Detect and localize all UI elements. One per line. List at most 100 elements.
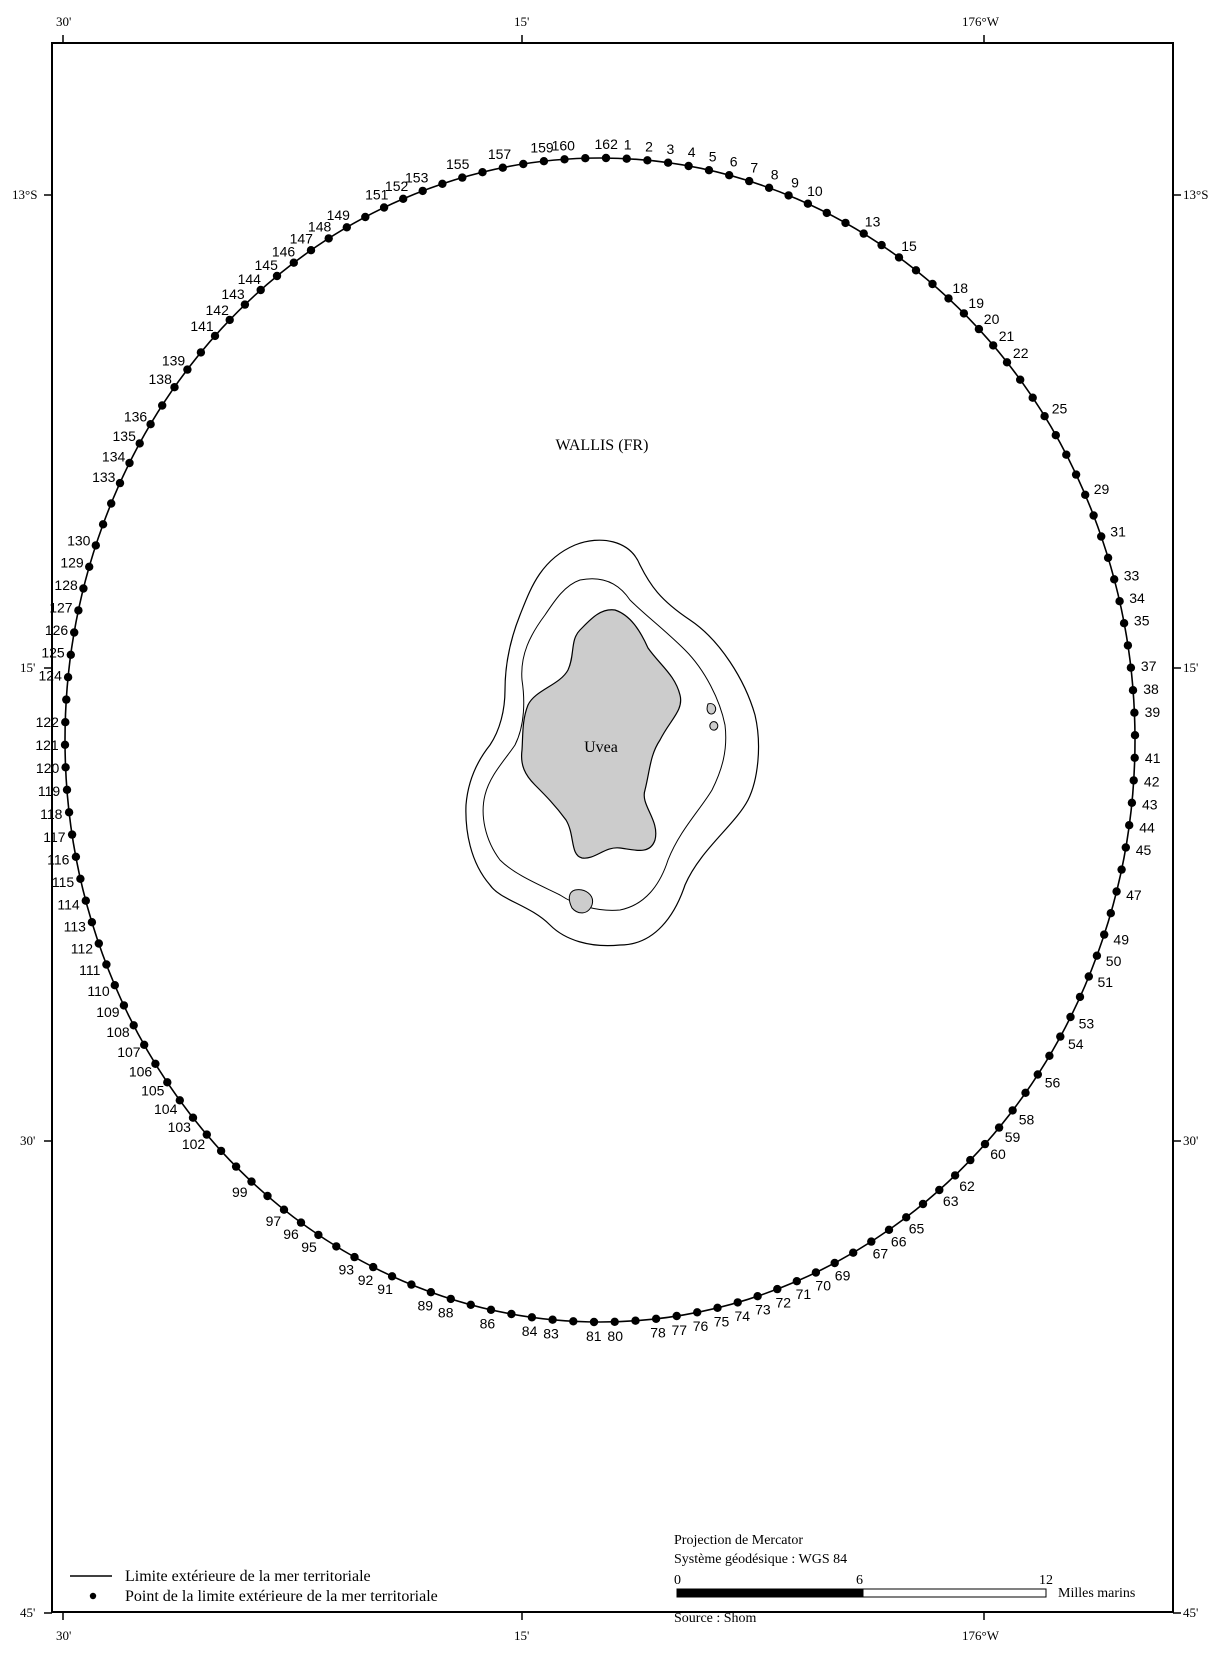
source-text: Source : Shom: [674, 1611, 757, 1626]
boundary-point-81: [589, 1317, 599, 1327]
right-latitude-ticks: 13°S 15' 30' 45': [1173, 187, 1208, 1620]
top-tick-label-176w: 176°W: [962, 14, 1000, 29]
boundary-point-16: [911, 266, 921, 275]
boundary-point-label-128: 128: [54, 577, 78, 593]
bottom-tick-label-30: 30': [56, 1628, 71, 1643]
boundary-point-104: [175, 1096, 184, 1105]
boundary-point-6: [725, 171, 734, 180]
legend-point-label: Point de la limite extérieure de la mer …: [125, 1588, 438, 1605]
boundary-point-label-149: 149: [327, 207, 351, 223]
boundary-point-label-157: 157: [488, 146, 512, 162]
scale-bar-white: [862, 1588, 1047, 1598]
boundary-point-label-43: 43: [1142, 796, 1158, 812]
boundary-point-123: [62, 695, 71, 704]
boundary-point-label-151: 151: [365, 187, 389, 203]
boundary-point-147: [306, 246, 316, 255]
boundary-point-85: [507, 1309, 516, 1319]
boundary-point-label-74: 74: [735, 1308, 751, 1324]
boundary-point-label-92: 92: [358, 1272, 374, 1288]
boundary-point-label-148: 148: [308, 218, 332, 234]
uvea-islet-east-2: [709, 721, 719, 731]
boundary-point-label-70: 70: [815, 1277, 831, 1293]
boundary-point-label-38: 38: [1143, 681, 1159, 697]
boundary-point-46: [1117, 865, 1126, 874]
boundary-point-158: [519, 159, 528, 169]
boundary-point-35: [1119, 619, 1129, 628]
boundary-point-41: [1130, 753, 1139, 762]
boundary-point-117: [67, 830, 77, 839]
boundary-point-94: [332, 1242, 341, 1251]
boundary-point-40: [1130, 731, 1140, 740]
boundary-point-label-69: 69: [835, 1268, 851, 1284]
boundary-point-129: [85, 562, 94, 571]
boundary-point-105: [163, 1078, 172, 1087]
boundary-point-label-134: 134: [102, 448, 126, 464]
right-tick-label-13s: 13°S: [1183, 187, 1208, 202]
boundary-point-122: [61, 718, 70, 727]
boundary-point-label-63: 63: [943, 1193, 959, 1209]
boundary-point-label-84: 84: [522, 1323, 538, 1339]
boundary-point-label-1: 1: [624, 137, 632, 153]
boundary-point-label-78: 78: [650, 1325, 666, 1341]
boundary-point-label-71: 71: [796, 1286, 812, 1302]
boundary-point-21: [989, 341, 998, 350]
boundary-point-label-66: 66: [891, 1234, 907, 1250]
boundary-point-label-54: 54: [1068, 1036, 1084, 1052]
boundary-point-label-53: 53: [1079, 1016, 1095, 1032]
boundary-point-54: [1056, 1032, 1065, 1041]
boundary-point-label-8: 8: [771, 167, 779, 183]
boundary-point-label-102: 102: [182, 1136, 206, 1152]
boundary-point-label-144: 144: [238, 271, 262, 287]
boundary-point-138: [170, 383, 179, 392]
boundary-point-67: [867, 1237, 876, 1246]
boundary-point-136: [146, 420, 155, 429]
boundary-point-label-81: 81: [586, 1328, 602, 1344]
boundary-point-74: [733, 1298, 742, 1307]
boundary-point-32: [1103, 553, 1113, 562]
boundary-point-47: [1112, 887, 1121, 896]
boundary-point-label-25: 25: [1052, 400, 1068, 416]
boundary-point-62: [950, 1171, 960, 1180]
boundary-point-label-146: 146: [272, 243, 296, 259]
boundary-point-55: [1045, 1051, 1054, 1061]
boundary-point-121: [60, 740, 70, 749]
boundary-point-116: [71, 852, 81, 861]
boundary-point-115: [76, 874, 85, 883]
boundary-point-label-59: 59: [1005, 1129, 1021, 1145]
boundary-point-87: [466, 1300, 475, 1310]
scale-tick-6: 6: [856, 1573, 863, 1588]
boundary-point-label-73: 73: [755, 1302, 771, 1318]
boundary-point-label-143: 143: [221, 286, 245, 302]
boundary-point-159: [539, 157, 549, 166]
boundary-point-103: [188, 1113, 198, 1122]
boundary-point-30: [1089, 511, 1098, 520]
boundary-point-107: [140, 1040, 149, 1050]
boundary-point-33: [1110, 575, 1119, 584]
boundary-point-101: [216, 1146, 226, 1156]
boundary-point-110: [110, 981, 120, 990]
boundary-point-label-91: 91: [377, 1281, 393, 1297]
boundary-point-label-20: 20: [984, 311, 1000, 327]
boundary-point-36: [1123, 641, 1133, 650]
boundary-point-label-10: 10: [807, 183, 823, 199]
island-label: Uvea: [584, 739, 618, 756]
boundary-point-14: [877, 240, 886, 250]
boundary-point-label-93: 93: [339, 1262, 355, 1278]
boundary-point-label-130: 130: [67, 533, 91, 549]
boundary-point-label-62: 62: [959, 1178, 975, 1194]
boundary-point-111: [102, 960, 111, 969]
boundary-point-51: [1084, 972, 1094, 981]
boundary-point-label-110: 110: [87, 983, 110, 999]
boundary-point-5: [704, 166, 714, 175]
boundary-point-label-3: 3: [667, 141, 675, 157]
scale-unit: Milles marins: [1058, 1586, 1135, 1601]
boundary-point-149: [342, 223, 351, 232]
boundary-point-135: [135, 439, 144, 448]
boundary-point-125: [66, 650, 76, 659]
territorial-sea-boundary: [64, 157, 1136, 1323]
boundary-point-120: [61, 763, 70, 772]
boundary-point-24: [1028, 393, 1037, 402]
boundary-point-68: [849, 1248, 858, 1257]
datum-text: Système géodésique : WGS 84: [674, 1552, 847, 1567]
boundary-point-label-56: 56: [1045, 1075, 1061, 1091]
